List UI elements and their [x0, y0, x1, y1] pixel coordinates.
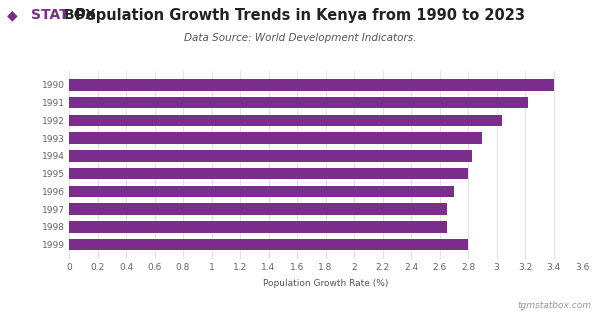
- Bar: [69, 239, 468, 251]
- Bar: [69, 186, 454, 197]
- Bar: [69, 79, 554, 91]
- Bar: [69, 221, 446, 233]
- Bar: [69, 150, 472, 162]
- Bar: [69, 203, 446, 215]
- X-axis label: Population Growth Rate (%): Population Growth Rate (%): [263, 279, 388, 288]
- Bar: [69, 168, 468, 180]
- Text: Population Growth Trends in Kenya from 1990 to 2023: Population Growth Trends in Kenya from 1…: [75, 8, 525, 23]
- Bar: [69, 97, 528, 109]
- Bar: [69, 115, 502, 126]
- Text: STAT: STAT: [31, 8, 69, 22]
- Bar: [69, 133, 482, 144]
- Text: BOX: BOX: [64, 8, 97, 22]
- Text: ◆: ◆: [7, 8, 18, 22]
- Text: tgmstatbox.com: tgmstatbox.com: [517, 301, 591, 310]
- Text: Data Source: World Development Indicators.: Data Source: World Development Indicator…: [184, 33, 416, 43]
